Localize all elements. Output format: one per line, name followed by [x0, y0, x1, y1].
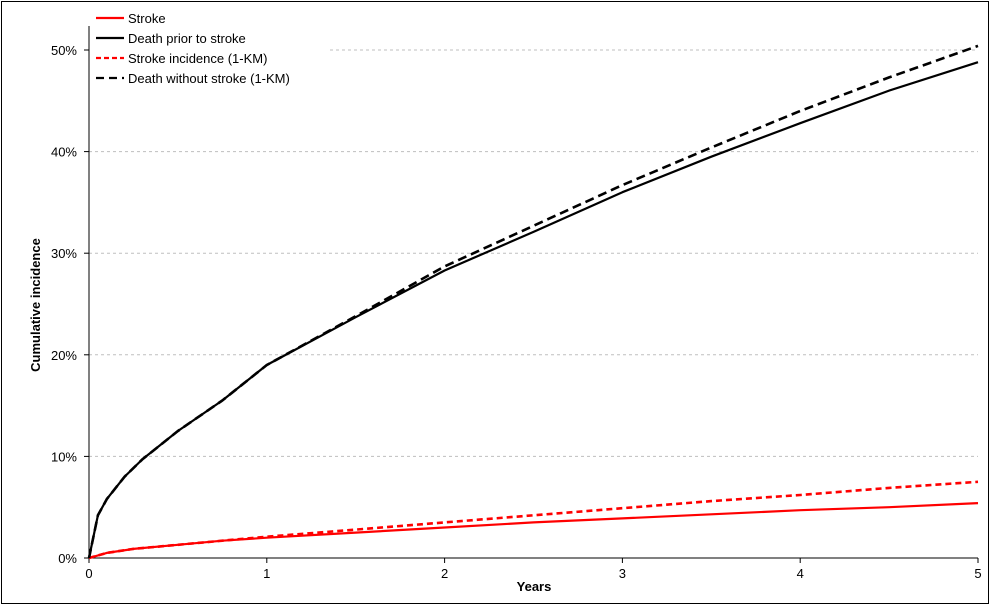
- series-line: [88, 480, 979, 560]
- legend-label: Stroke incidence (1-KM): [128, 51, 267, 66]
- x-tick-label: 2: [441, 566, 448, 581]
- y-tick-label: 0%: [58, 551, 77, 566]
- x-tick-label: 0: [85, 566, 92, 581]
- y-tick-label: 40%: [51, 145, 77, 160]
- y-tick-label: 30%: [51, 246, 77, 261]
- gridlines: [89, 49, 978, 457]
- x-tick-label: 5: [974, 566, 981, 581]
- y-tick-label: 10%: [51, 449, 77, 464]
- legend-label: Death prior to stroke: [128, 31, 246, 46]
- tick-labels: 0 1 2 3 4 50%10%20%30%40%50%: [51, 43, 982, 581]
- series-line: [87, 61, 979, 559]
- axes: [84, 26, 979, 563]
- series-line: [88, 502, 979, 560]
- x-tick-label: 1: [263, 566, 270, 581]
- series-lines: [87, 44, 979, 560]
- series-line: [87, 44, 979, 559]
- y-tick-label: 50%: [51, 43, 77, 58]
- legend-label: Death without stroke (1-KM): [128, 71, 290, 86]
- y-tick-label: 20%: [51, 348, 77, 363]
- x-tick-label: 4: [797, 566, 804, 581]
- legend-label: Stroke: [128, 11, 166, 26]
- legend: Stroke Death prior to stroke Stroke incide…: [96, 11, 290, 86]
- x-tick-label: 3: [619, 566, 626, 581]
- y-axis-title: Cumulative incidence: [28, 238, 43, 372]
- x-axis-title: Years: [517, 579, 552, 594]
